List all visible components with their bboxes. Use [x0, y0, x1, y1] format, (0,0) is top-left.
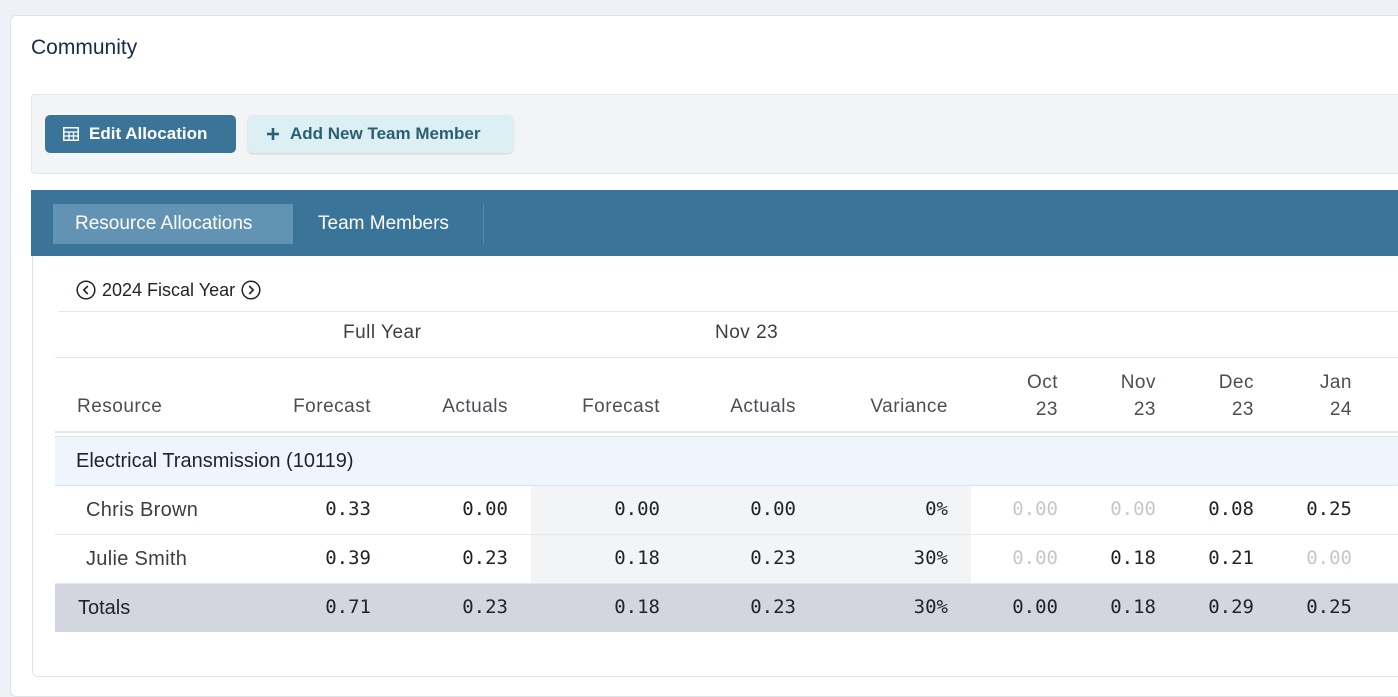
toolbar: Edit Allocation Add New Team Member [31, 94, 1398, 174]
col-header-oct-line1: Oct [1026, 372, 1058, 393]
fy-forecast-cell: 0.39 [325, 547, 371, 569]
group-header-month: Nov 23 [715, 322, 779, 343]
nov-cell[interactable]: 0.18 [1110, 547, 1156, 569]
col-header-resource: Resource [77, 396, 163, 417]
section-row[interactable]: Electrical Transmission (10119) [55, 436, 1398, 486]
col-header-oct-23: Oct 23 [998, 369, 1058, 423]
col-header-variance: Variance [870, 396, 948, 417]
divider [55, 357, 1398, 358]
tab-team-members[interactable]: Team Members [296, 204, 484, 244]
section-label: Electrical Transmission (10119) [76, 450, 354, 472]
col-header-fy-actuals: Actuals [442, 396, 508, 417]
add-team-member-button[interactable]: Add New Team Member [248, 115, 513, 153]
fy-actuals-total: 0.23 [462, 596, 508, 618]
month-actuals-cell: 0.00 [750, 498, 796, 520]
col-header-fy-forecast: Forecast [293, 396, 371, 417]
month-actuals-total: 0.23 [750, 596, 796, 618]
allocations-panel: 2024 Fiscal Year Full Year Nov 23 Resour… [32, 256, 1398, 677]
edit-allocation-button[interactable]: Edit Allocation [45, 115, 236, 153]
oct-cell[interactable]: 0.00 [1012, 498, 1058, 520]
month-forecast-cell: 0.18 [614, 547, 660, 569]
month-actuals-cell: 0.23 [750, 547, 796, 569]
chevron-right-circle-icon[interactable] [241, 280, 261, 300]
add-team-member-label: Add New Team Member [290, 124, 481, 143]
col-header-nov-line1: Nov [1120, 372, 1156, 393]
header-divider [55, 431, 1398, 433]
oct-total: 0.00 [1012, 596, 1058, 618]
col-header-jan-line1: Jan [1319, 372, 1352, 393]
dec-total: 0.29 [1208, 596, 1254, 618]
month-shade [531, 535, 971, 583]
fy-actuals-cell: 0.00 [462, 498, 508, 520]
col-header-oct-line2: 23 [1035, 399, 1058, 420]
jan-cell[interactable]: 0.25 [1306, 498, 1352, 520]
month-forecast-cell: 0.00 [614, 498, 660, 520]
col-header-nov-line2: 23 [1133, 399, 1156, 420]
totals-row: Totals 0.71 0.23 0.18 0.23 30% 0.00 0.18… [55, 584, 1398, 632]
fy-forecast-total: 0.71 [325, 596, 371, 618]
resource-name: Julie Smith [86, 548, 188, 570]
col-header-month-actuals: Actuals [730, 396, 796, 417]
jan-cell[interactable]: 0.00 [1306, 547, 1352, 569]
month-shade [531, 486, 971, 534]
variance-cell: 30% [913, 547, 948, 569]
fy-actuals-cell: 0.23 [462, 547, 508, 569]
tab-bar: Resource Allocations Team Members [31, 190, 1398, 256]
tab-resource-allocations[interactable]: Resource Allocations [53, 204, 293, 244]
edit-allocation-label: Edit Allocation [89, 124, 208, 143]
jan-total: 0.25 [1306, 596, 1352, 618]
nov-cell[interactable]: 0.00 [1110, 498, 1156, 520]
col-header-jan-24: Jan 24 [1292, 369, 1352, 423]
month-forecast-total: 0.18 [614, 596, 660, 618]
dec-cell[interactable]: 0.08 [1208, 498, 1254, 520]
table-icon [63, 127, 79, 141]
variance-total: 30% [913, 596, 948, 618]
table-row[interactable]: Julie Smith 0.39 0.23 0.18 0.23 30% 0.00… [55, 535, 1398, 584]
dec-cell[interactable]: 0.21 [1208, 547, 1254, 569]
group-header-full-year: Full Year [343, 322, 422, 343]
totals-label: Totals [78, 597, 131, 619]
col-header-dec-line2: 23 [1231, 399, 1254, 420]
fy-forecast-cell: 0.33 [325, 498, 371, 520]
oct-cell[interactable]: 0.00 [1012, 547, 1058, 569]
page-title: Community [31, 36, 138, 59]
plus-icon [267, 128, 279, 140]
nov-total: 0.18 [1110, 596, 1156, 618]
col-header-month-forecast: Forecast [582, 396, 660, 417]
divider [59, 311, 1398, 312]
resource-name: Chris Brown [86, 499, 199, 521]
fiscal-year-selector: 2024 Fiscal Year [76, 278, 261, 302]
col-header-dec-23: Dec 23 [1194, 369, 1254, 423]
chevron-left-circle-icon[interactable] [76, 280, 96, 300]
col-header-nov-23: Nov 23 [1096, 369, 1156, 423]
variance-cell: 0% [925, 498, 948, 520]
col-header-dec-line1: Dec [1218, 372, 1254, 393]
fiscal-year-label: 2024 Fiscal Year [102, 279, 236, 300]
col-header-jan-line2: 24 [1329, 399, 1352, 420]
content-card: Community Edit Allocation Add New Team M… [10, 15, 1398, 697]
table-row[interactable]: Chris Brown 0.33 0.00 0.00 0.00 0% 0.00 … [55, 486, 1398, 535]
